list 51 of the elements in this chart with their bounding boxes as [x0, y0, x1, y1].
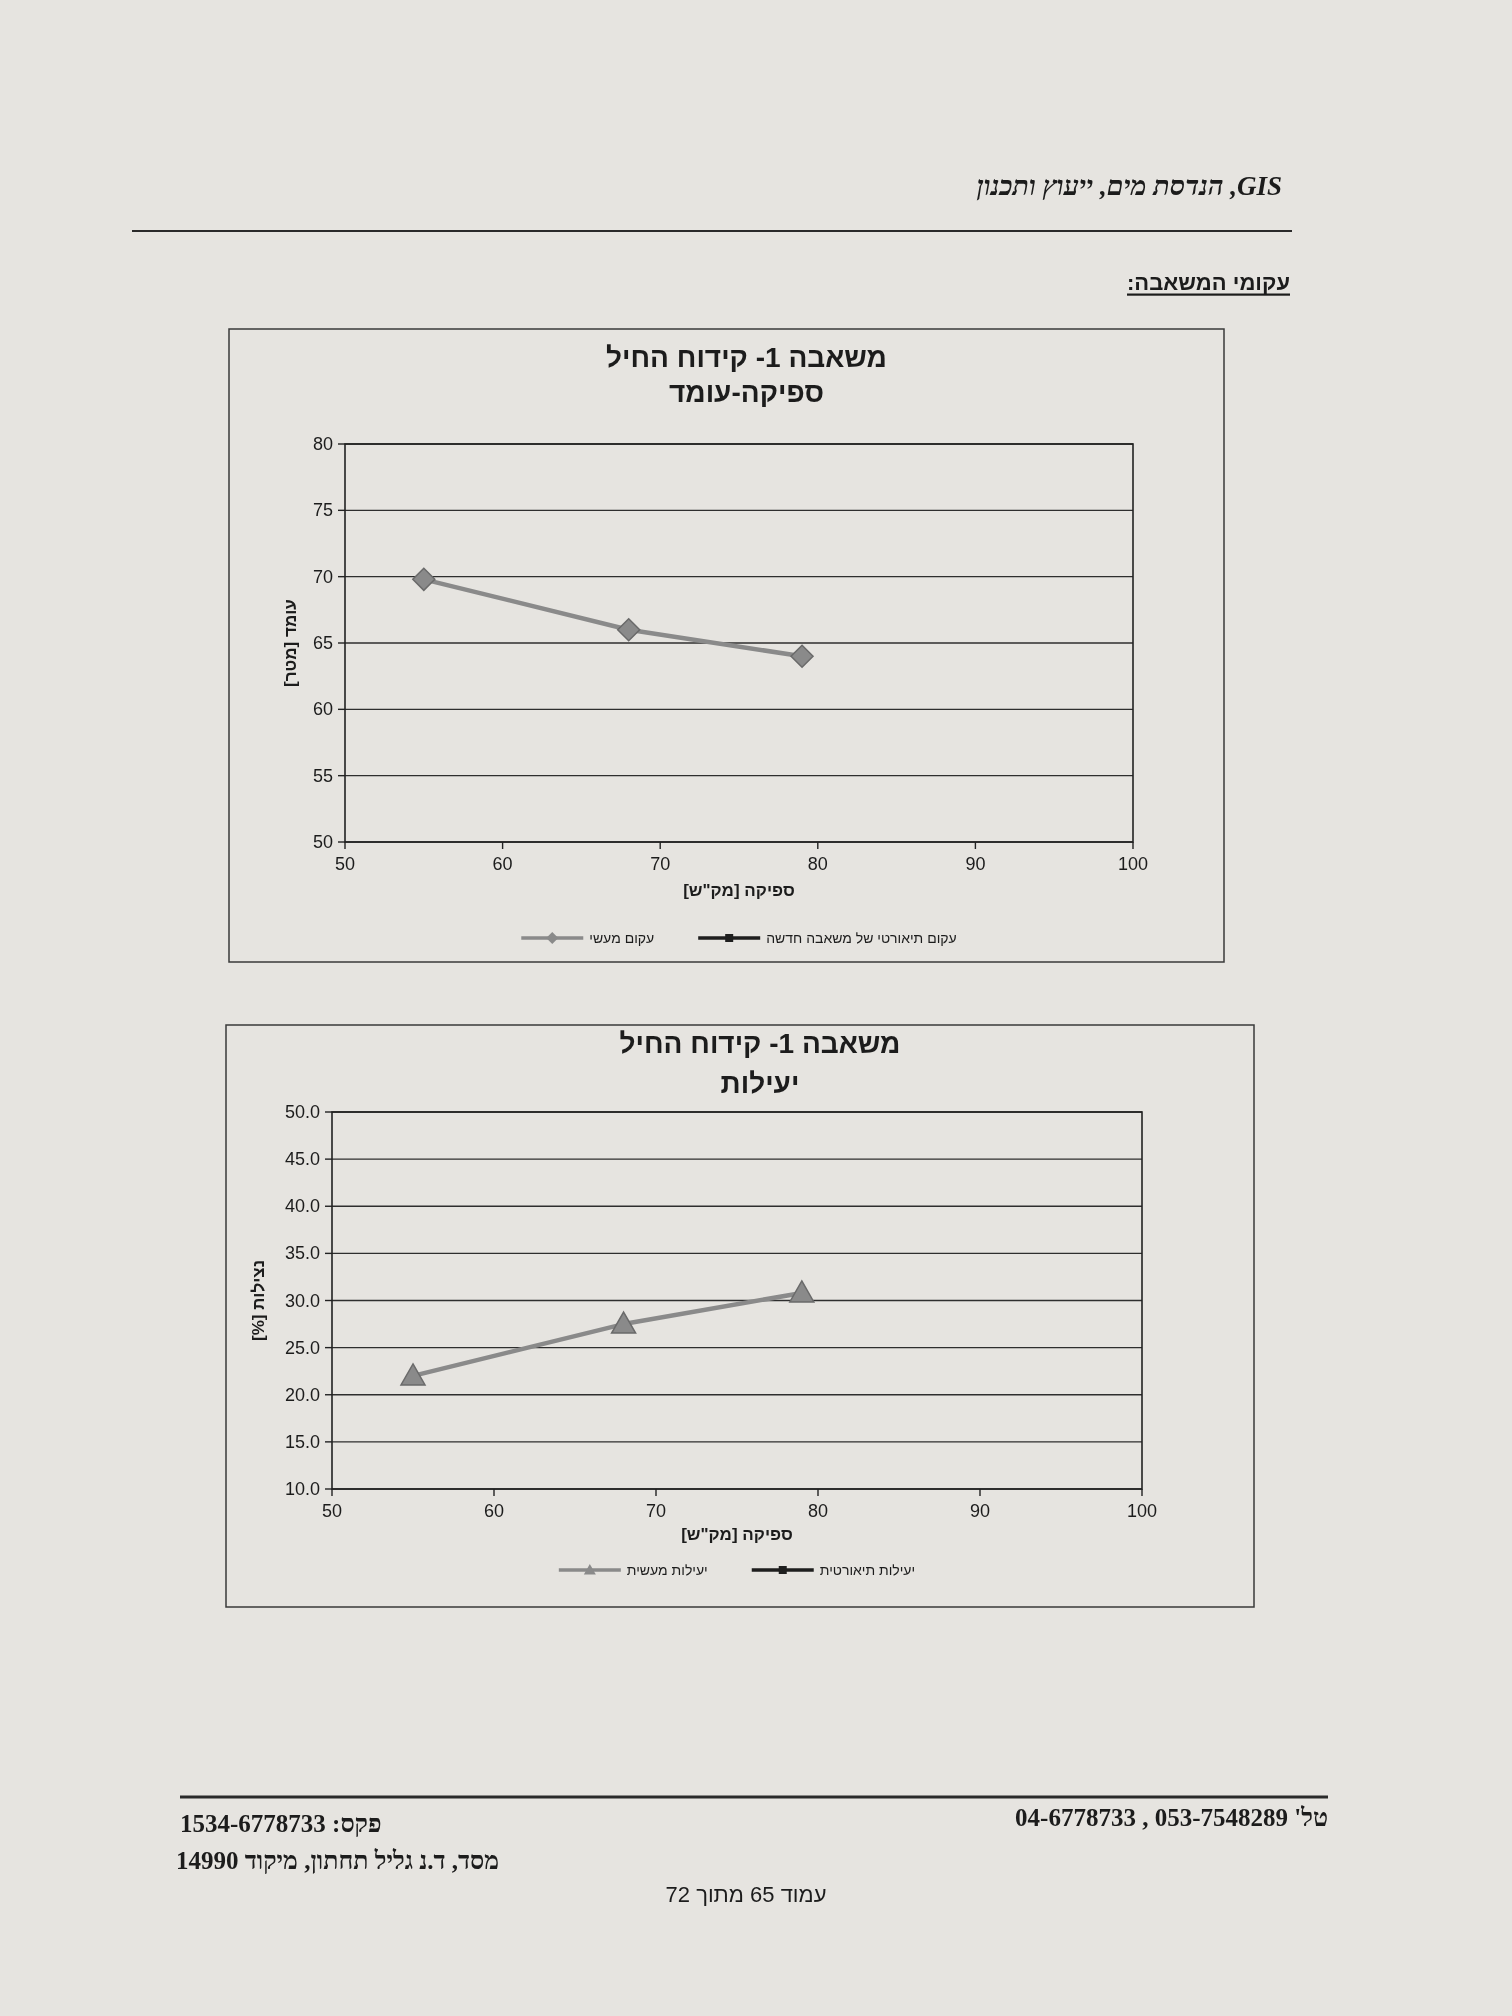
x-tick-label: 60 — [483, 1501, 505, 1521]
chart-subtitle: יעילות — [720, 1067, 800, 1099]
point — [789, 1280, 815, 1303]
text: עמוד 65 מתוך 72 — [665, 1881, 827, 1907]
legend-label: עקום תיאורטי של משאבה חדשה — [766, 930, 957, 946]
chart-subtitle: ספיקה-עומד — [669, 376, 824, 408]
y-tick-label: 30.0 — [284, 1290, 320, 1311]
x-tick-label: 60 — [492, 854, 513, 874]
y-axis-title: נצילות [%] — [248, 1259, 268, 1342]
x-tick-label: 80 — [807, 854, 828, 874]
y-tick-label: 70 — [312, 566, 333, 587]
y-tick-label: 35.0 — [284, 1243, 320, 1264]
text: מסד, ד.נ גליל תחתון, מיקוד 14990 — [176, 1846, 500, 1874]
x-tick-label: 90 — [969, 1501, 991, 1521]
y-tick-label: 50.0 — [284, 1102, 320, 1122]
point — [400, 1363, 426, 1386]
y-tick-label: 50 — [312, 832, 333, 852]
x-axis-title: ספיקה [מק"ש] — [683, 880, 795, 900]
y-axis-title: עומד [מטר] — [280, 599, 300, 687]
legend-label: יעילות מעשית — [626, 1562, 708, 1578]
legend-label: יעילות תיאורטית — [819, 1562, 916, 1578]
x-tick-label: 70 — [645, 1501, 667, 1521]
text: עקומי המשאבה: — [1127, 269, 1290, 295]
y-tick-label: 40.0 — [284, 1196, 320, 1217]
x-axis-title: ספיקה [מק"ש] — [681, 1524, 793, 1544]
y-tick-label: 55 — [312, 765, 333, 786]
y-tick-label: 25.0 — [284, 1337, 320, 1358]
text: טל' 053-7548289 , 04-6778733 — [1015, 1803, 1328, 1831]
x-tick-label: 80 — [807, 1501, 829, 1521]
legend-label: עקום מעשי — [589, 930, 655, 946]
point — [412, 567, 436, 592]
chart-title: משאבה 1- קידוח החיל — [619, 1027, 901, 1059]
y-tick-label: 20.0 — [284, 1384, 320, 1405]
y-tick-label: 75 — [312, 500, 333, 521]
y-tick-label: 45.0 — [284, 1149, 320, 1170]
y-tick-label: 60 — [312, 699, 333, 720]
y-tick-label: 65 — [312, 633, 333, 653]
x-tick-label: 70 — [650, 854, 671, 874]
x-tick-label: 100 — [1126, 1501, 1158, 1521]
chart-title: משאבה 1- קידוח החיל — [606, 341, 887, 373]
point — [610, 1311, 637, 1334]
y-tick-label: 15.0 — [284, 1431, 320, 1452]
point — [790, 644, 814, 669]
text: GIS, הנדסת מים, ייעוץ ותכנון — [976, 171, 1282, 201]
x-tick-label: 90 — [965, 854, 986, 874]
x-tick-label: 100 — [1117, 854, 1149, 874]
point — [616, 617, 641, 642]
x-tick-label: 50 — [334, 854, 356, 874]
y-tick-label: 80 — [312, 434, 333, 454]
text: פקס: 1534-6778733 — [180, 1809, 382, 1837]
y-tick-label: 10.0 — [284, 1479, 320, 1499]
